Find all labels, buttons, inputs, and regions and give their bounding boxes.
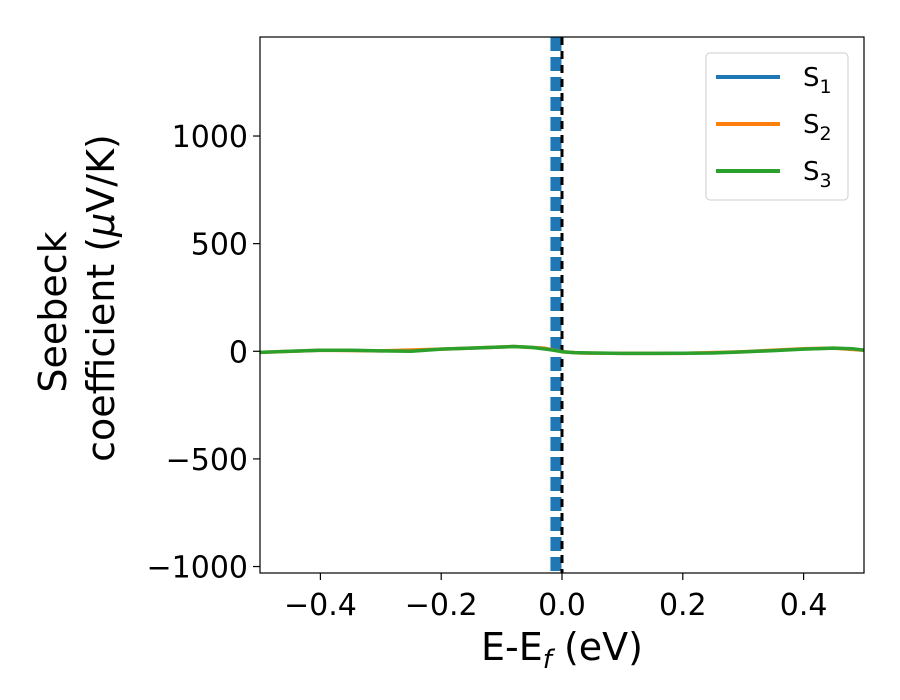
y-axis-title-line2: coefficient (μV/K): [79, 134, 123, 462]
series-s3-line: [260, 344, 864, 356]
legend-label-subscript: 3: [820, 170, 832, 192]
legend-label-name: S: [803, 110, 820, 140]
legend-label-subscript: 2: [820, 123, 832, 145]
x-axis-title-unit: (eV): [552, 625, 643, 669]
y-axis-title-line1: Seebeck: [31, 231, 75, 392]
x-tick-label: −0.2: [405, 588, 478, 623]
y-axis-title-pre: coefficient (: [79, 237, 123, 462]
x-tick-label: 0.2: [659, 588, 707, 623]
x-axis-title-main: E-E: [481, 625, 543, 669]
x-tick-label: 0.0: [538, 588, 586, 623]
legend-box: [705, 52, 849, 201]
y-axis: −1000 −500 0 500 1000: [147, 120, 260, 586]
y-tick-label: −1000: [147, 551, 248, 586]
x-axis: −0.4 −0.2 0.0 0.2 0.4: [284, 573, 827, 623]
x-tick-label: 0.4: [780, 588, 828, 623]
legend-label-s1: S1: [803, 63, 832, 98]
legend-label-name: S: [803, 63, 820, 93]
y-axis-title: Seebeck coefficient (μV/K): [31, 134, 123, 462]
x-axis-title: E-Ef (eV): [481, 625, 643, 675]
legend-label-s2: S2: [803, 110, 832, 145]
legend-label-name: S: [803, 157, 820, 187]
y-axis-title-post: V/K): [79, 134, 123, 213]
x-tick-label: −0.4: [284, 588, 357, 623]
legend-label-s3: S3: [803, 157, 832, 192]
y-tick-label: −500: [166, 443, 248, 478]
y-tick-label: 500: [191, 228, 248, 263]
y-axis-title-mu: μ: [79, 213, 123, 238]
y-tick-label: 0: [229, 335, 248, 370]
y-tick-label: 1000: [172, 120, 248, 155]
legend-label-subscript: 1: [820, 76, 832, 98]
data-layer: [260, 37, 864, 573]
